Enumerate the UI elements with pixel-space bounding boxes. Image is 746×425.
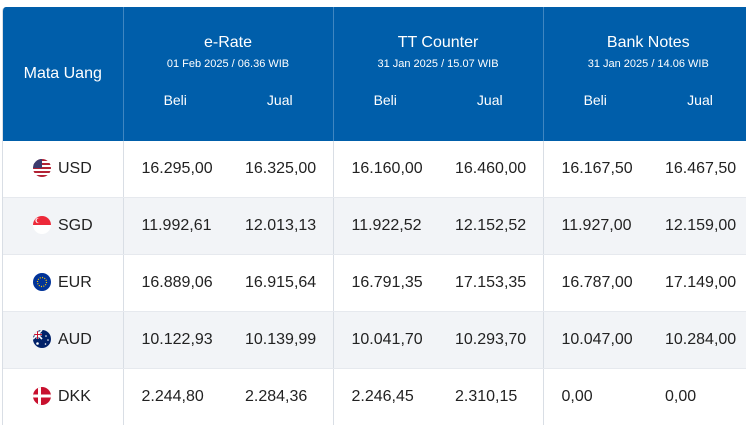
erate-sell-header: Jual (227, 92, 334, 141)
bank-notes-sell-value: 0,00 (647, 368, 746, 425)
erate-buy-value: 11.992,61 (123, 197, 227, 255)
bank-notes-sell-value: 12.159,00 (647, 197, 746, 255)
erate-title: e-Rate (203, 34, 253, 51)
table-row: AUD 10.122,93 10.139,99 10.041,70 10.293… (3, 311, 746, 369)
exchange-rate-table-container: Mata Uang e-Rate 01 Feb 2025 / 06.36 WIB… (2, 7, 746, 425)
bank-notes-sell-value: 17.149,00 (647, 254, 746, 312)
tt-counter-buy-value: 16.160,00 (333, 141, 437, 198)
table-row: USD 16.295,00 16.325,00 16.160,00 16.460… (3, 141, 746, 198)
currency-cell: SGD (3, 197, 124, 255)
sg-flag-icon (33, 215, 51, 234)
erate-group-header: e-Rate 01 Feb 2025 / 06.36 WIB (123, 7, 334, 93)
tt-counter-sell-value: 2.310,15 (437, 368, 544, 425)
dk-flag-icon (33, 386, 51, 405)
tt-counter-sell-value: 17.153,35 (437, 254, 544, 312)
tt-counter-sell-value: 16.460,00 (437, 141, 544, 198)
bank-notes-group-header: Bank Notes 31 Jan 2025 / 14.06 WIB (543, 7, 746, 93)
erate-buy-value: 16.295,00 (123, 141, 227, 198)
bank-notes-date: 31 Jan 2025 / 14.06 WIB (587, 58, 709, 70)
bank-notes-buy-value: 11.927,00 (543, 197, 647, 255)
erate-date: 01 Feb 2025 / 06.36 WIB (166, 58, 290, 70)
bank-notes-buy-value: 16.167,50 (543, 141, 647, 198)
currency-column-header: Mata Uang (3, 7, 124, 141)
bank-notes-sell-header: Jual (647, 92, 746, 141)
currency-cell: USD (3, 141, 124, 198)
currency-cell: AUD (3, 311, 124, 369)
currency-code: SGD (58, 217, 93, 235)
tt-counter-buy-value: 11.922,52 (333, 197, 437, 255)
au-flag-icon (33, 329, 51, 348)
currency-cell: DKK (3, 368, 124, 425)
erate-buy-value: 16.889,06 (123, 254, 227, 312)
currency-cell: EUR (3, 254, 124, 312)
bank-notes-sell-value: 16.467,50 (647, 141, 746, 198)
erate-buy-value: 2.244,80 (123, 368, 227, 425)
erate-sell-value: 10.139,99 (227, 311, 334, 369)
currency-code: DKK (58, 388, 91, 406)
erate-buy-header: Beli (123, 92, 227, 141)
erate-sell-value: 2.284,36 (227, 368, 334, 425)
tt-counter-buy-value: 16.791,35 (333, 254, 437, 312)
tt-counter-date: 31 Jan 2025 / 15.07 WIB (377, 58, 499, 70)
eu-flag-icon (33, 272, 51, 291)
tt-counter-buy-value: 2.246,45 (333, 368, 437, 425)
erate-sell-value: 16.915,64 (227, 254, 334, 312)
exchange-rate-table: Mata Uang e-Rate 01 Feb 2025 / 06.36 WIB… (3, 7, 746, 425)
tt-counter-sell-value: 10.293,70 (437, 311, 544, 369)
currency-code: AUD (58, 331, 92, 349)
us-flag-icon (33, 158, 51, 177)
currency-code: USD (58, 160, 92, 178)
bank-notes-buy-value: 0,00 (543, 368, 647, 425)
bank-notes-title: Bank Notes (606, 34, 690, 51)
erate-sell-value: 16.325,00 (227, 141, 334, 198)
tt-counter-title: TT Counter (397, 34, 479, 51)
tt-counter-sell-header: Jual (437, 92, 544, 141)
table-row: DKK 2.244,80 2.284,36 2.246,45 2.310,15 … (3, 368, 746, 425)
erate-buy-value: 10.122,93 (123, 311, 227, 369)
bank-notes-sell-value: 10.284,00 (647, 311, 746, 369)
bank-notes-buy-value: 10.047,00 (543, 311, 647, 369)
currency-code: EUR (58, 274, 92, 292)
tt-counter-sell-value: 12.152,52 (437, 197, 544, 255)
tt-counter-group-header: TT Counter 31 Jan 2025 / 15.07 WIB (333, 7, 544, 93)
erate-sell-value: 12.013,13 (227, 197, 334, 255)
bank-notes-buy-header: Beli (543, 92, 647, 141)
table-row: SGD 11.992,61 12.013,13 11.922,52 12.152… (3, 197, 746, 255)
bank-notes-buy-value: 16.787,00 (543, 254, 647, 312)
tt-counter-buy-header: Beli (333, 92, 437, 141)
tt-counter-buy-value: 10.041,70 (333, 311, 437, 369)
table-row: EUR 16.889,06 16.915,64 16.791,35 17.153… (3, 254, 746, 312)
